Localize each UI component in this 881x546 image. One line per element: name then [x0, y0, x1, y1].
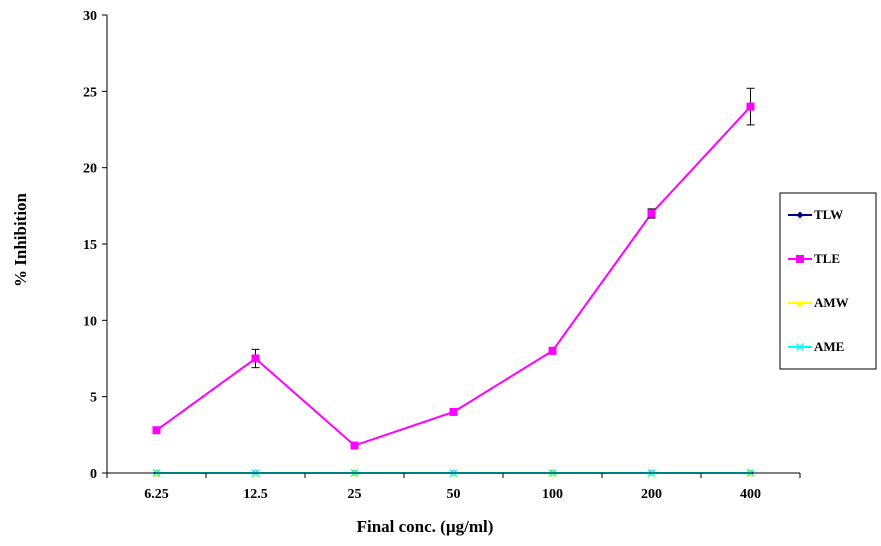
x-tick-label: 50	[447, 487, 461, 502]
data-point-tle	[449, 407, 458, 416]
legend-label-ame: AME	[814, 339, 844, 354]
x-tick-label: 6.25	[144, 487, 169, 502]
data-point-tle	[350, 441, 359, 450]
axes: 0 5 10 15 20 25 30 6.25 12.5 25 50 100 200 400	[83, 9, 801, 502]
y-tick-label: 20	[83, 162, 97, 177]
legend: TLW TLE AMW AME	[779, 192, 877, 370]
y-tick-label: 15	[83, 238, 97, 253]
x-tick-label: 12.5	[243, 487, 268, 502]
x-tick-label: 400	[740, 487, 761, 502]
data-point-tle	[152, 426, 161, 435]
legend-marker-amw	[796, 299, 804, 307]
legend-label-amw: AMW	[814, 295, 849, 310]
legend-box	[779, 192, 877, 370]
y-tick-label: 30	[83, 9, 97, 24]
x-axis-title: Final conc. (µg/ml)	[357, 517, 494, 536]
legend-marker-tlw	[796, 211, 804, 219]
legend-marker-ame	[795, 342, 805, 352]
x-tick-label: 100	[542, 487, 563, 502]
y-axis-title: % Inhibition	[11, 192, 30, 287]
data-point-tle	[548, 346, 557, 355]
data-point-tle	[746, 102, 755, 111]
data-point-tle	[647, 209, 656, 218]
x-tick-label: 25	[348, 487, 362, 502]
legend-item-tlw: TLW	[788, 207, 843, 222]
y-tick-label: 5	[90, 391, 97, 406]
legend-label-tle: TLE	[814, 251, 840, 266]
y-tick-label: 0	[90, 467, 97, 482]
y-tick-label: 25	[83, 85, 97, 100]
x-tick-label: 200	[641, 487, 662, 502]
legend-label-tlw: TLW	[814, 207, 843, 222]
legend-marker-tle	[796, 255, 804, 263]
series-line-tle	[155, 105, 752, 447]
legend-item-tle: TLE	[788, 251, 840, 266]
data-point-tle	[251, 354, 260, 363]
y-tick-label: 10	[83, 314, 97, 329]
plot-area	[152, 87, 755, 478]
legend-item-amw: AMW	[788, 295, 849, 310]
legend-item-ame: AME	[788, 339, 844, 354]
